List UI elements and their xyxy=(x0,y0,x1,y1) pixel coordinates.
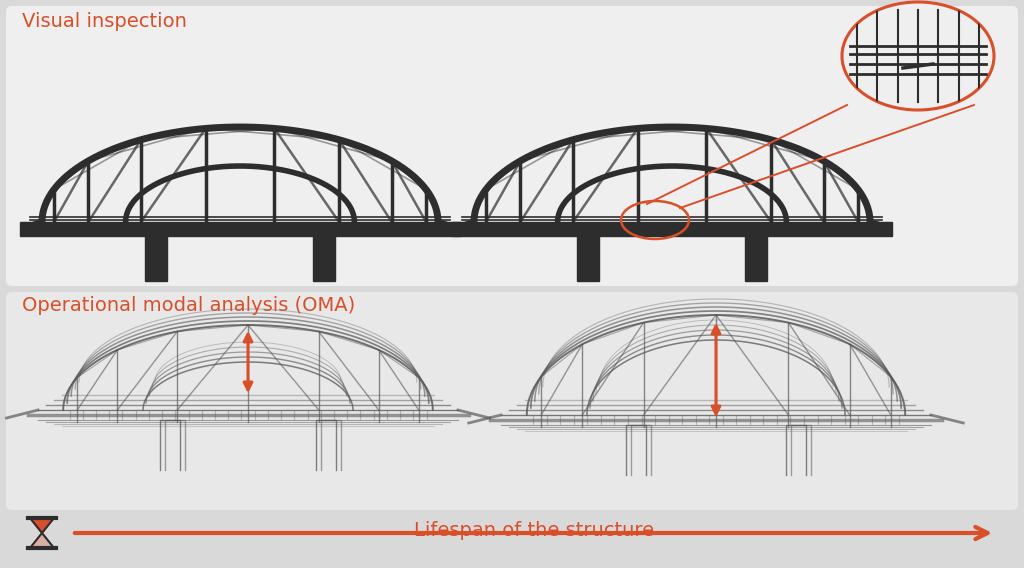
Polygon shape xyxy=(452,222,892,236)
FancyBboxPatch shape xyxy=(6,292,1018,510)
Polygon shape xyxy=(312,236,335,281)
Polygon shape xyxy=(30,518,54,533)
Polygon shape xyxy=(145,236,167,281)
Polygon shape xyxy=(578,236,599,281)
Text: Lifespan of the structure: Lifespan of the structure xyxy=(414,520,654,540)
Polygon shape xyxy=(744,236,767,281)
Text: Operational modal analysis (OMA): Operational modal analysis (OMA) xyxy=(22,296,355,315)
Polygon shape xyxy=(20,222,460,236)
Text: Visual inspection: Visual inspection xyxy=(22,12,186,31)
Polygon shape xyxy=(30,533,54,548)
FancyBboxPatch shape xyxy=(6,6,1018,286)
Ellipse shape xyxy=(842,2,994,110)
